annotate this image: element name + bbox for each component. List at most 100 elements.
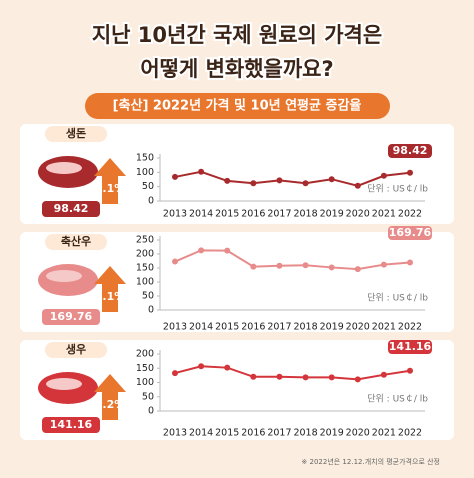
growth-rate: 1.1% <box>95 290 126 303</box>
value-box-label: 169.76 <box>50 310 93 323</box>
x-tick-label: 2018 <box>293 428 317 439</box>
y-tick-label: 250 <box>136 235 154 246</box>
x-tick-label: 2016 <box>241 428 265 439</box>
unit: 단위 : US￠/ lb <box>367 293 428 304</box>
unit: 단위 : US￠/ lb <box>367 184 428 195</box>
y-tick-label: 150 <box>136 263 154 274</box>
y-tick-label: 50 <box>142 181 154 192</box>
meat-fat <box>46 270 82 282</box>
data-point <box>224 364 231 371</box>
data-point <box>198 168 205 175</box>
meat-fat <box>46 162 82 174</box>
data-point <box>354 376 361 383</box>
x-tick-label: 2021 <box>372 322 396 333</box>
panel <box>20 340 454 440</box>
footnote: ※ 2022년은 12.12.개치의 평균가격으로 산정 <box>301 457 440 466</box>
growth-rate: 1.2% <box>95 398 126 411</box>
x-tick-label: 2017 <box>267 322 291 333</box>
y-tick-label: 150 <box>136 153 154 164</box>
data-point <box>380 261 387 268</box>
y-tick-label: 100 <box>136 277 154 288</box>
value-box-label: 141.16 <box>50 418 93 431</box>
x-tick-label: 2021 <box>372 428 396 439</box>
value-label: 169.76 <box>389 226 432 239</box>
value-label-bg <box>388 226 432 240</box>
x-tick-label: 2020 <box>346 322 370 333</box>
y-tick-label: 0 <box>148 406 154 417</box>
value-box <box>42 309 100 325</box>
x-tick-label: 2015 <box>215 209 239 220</box>
x-tick-label: 2020 <box>346 428 370 439</box>
category-pill <box>45 342 107 358</box>
x-tick-label: 2013 <box>163 322 187 333</box>
x-tick-label: 2022 <box>398 209 422 220</box>
data-point <box>276 262 283 269</box>
data-point <box>198 363 205 370</box>
category-pill <box>45 234 107 250</box>
data-point <box>250 180 257 187</box>
y-tick-label: 50 <box>142 391 154 402</box>
x-tick-label: 2017 <box>267 428 291 439</box>
y-tick-label: 0 <box>148 305 154 316</box>
x-tick-label: 2016 <box>241 209 265 220</box>
x-tick-label: 2016 <box>241 322 265 333</box>
y-tick-label: 200 <box>136 249 154 260</box>
x-tick-label: 2015 <box>215 322 239 333</box>
value-box <box>42 417 100 433</box>
data-point <box>354 182 361 189</box>
series-line <box>174 170 411 187</box>
y-tick-label: 0 <box>148 196 154 207</box>
title-line-1: 지난 10년간 국제 원료의 가격은 <box>92 23 382 47</box>
data-point <box>172 258 178 265</box>
x-tick-label: 2014 <box>189 322 213 333</box>
data-point <box>250 263 257 270</box>
value-label-bg <box>388 340 432 354</box>
data-point <box>172 370 178 377</box>
title-line-2: 어떻게 변화했을까요? <box>140 57 333 81</box>
category-label: 축산우 <box>61 234 91 248</box>
data-point <box>224 177 231 184</box>
y-tick-label: 50 <box>142 291 154 302</box>
data-point <box>250 373 257 380</box>
data-point <box>276 373 283 380</box>
x-tick-label: 2014 <box>189 428 213 439</box>
banner-bg <box>85 93 390 119</box>
x-tick-label: 2019 <box>320 428 344 439</box>
x-tick-label: 2015 <box>215 428 239 439</box>
x-tick-label: 2013 <box>163 209 187 220</box>
data-point <box>407 169 413 176</box>
panel <box>20 124 454 224</box>
banner-text: [축산] 2022년 가격 및 10년 연평균 증감율 <box>113 98 362 114</box>
data-point <box>328 374 335 381</box>
data-point <box>407 367 413 374</box>
data-point <box>302 374 309 381</box>
growth-rate: 1.1% <box>95 182 126 195</box>
value-label: 98.42 <box>393 144 428 157</box>
growth-arrow <box>94 266 126 312</box>
x-tick-label: 2021 <box>372 209 396 220</box>
growth-arrow <box>94 158 126 204</box>
data-point <box>380 172 387 179</box>
x-tick-label: 2014 <box>189 209 213 220</box>
data-point <box>172 173 178 180</box>
y-tick-label: 100 <box>136 377 154 388</box>
category-label: 생돈 <box>66 126 86 140</box>
data-point <box>302 180 309 187</box>
category-pill <box>45 126 107 142</box>
value-box-label: 98.42 <box>54 202 89 215</box>
data-point <box>198 247 205 254</box>
x-tick-label: 2013 <box>163 428 187 439</box>
data-point <box>380 371 387 378</box>
x-tick-label: 2019 <box>320 322 344 333</box>
x-tick-label: 2019 <box>320 209 344 220</box>
category-label: 생우 <box>66 342 86 356</box>
x-tick-label: 2022 <box>398 322 422 333</box>
series-line <box>174 365 411 381</box>
value-label: 141.16 <box>389 340 432 353</box>
data-point <box>276 177 283 184</box>
x-tick-label: 2017 <box>267 209 291 220</box>
data-point <box>328 176 335 183</box>
data-point <box>302 262 309 269</box>
